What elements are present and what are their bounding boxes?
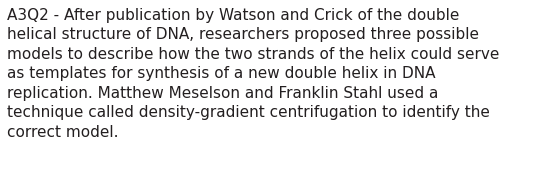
Text: A3Q2 - After publication by Watson and Crick of the double
helical structure of : A3Q2 - After publication by Watson and C…	[7, 8, 499, 140]
